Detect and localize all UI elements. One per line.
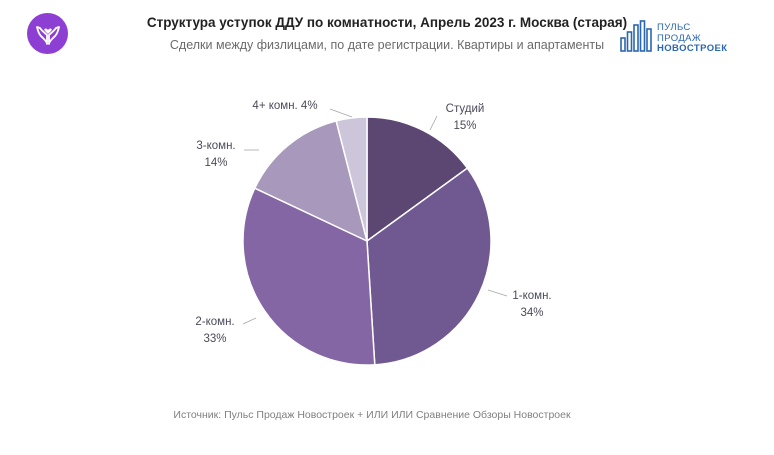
slice-category-2: 1-комн.: [512, 290, 551, 302]
leader-line-2: [487, 289, 508, 297]
logo-badge: [27, 13, 68, 54]
slice-value-1: 15%: [453, 120, 476, 132]
pie-slice-2: [366, 167, 492, 366]
chart-title: Структура уступок ДДУ по комнатности, Ап…: [146, 15, 628, 30]
hands-icon: [35, 25, 60, 45]
brand-line-2: ПРОДАЖ: [657, 32, 702, 44]
pie-slice-3: [242, 187, 376, 366]
pie-slice-4: [253, 119, 369, 243]
leader-line-1: [429, 115, 438, 131]
brand-logo: ПУЛЬС ПРОДАЖ НОВОСТРОЕК: [620, 20, 760, 54]
slice-value-4: 14%: [204, 157, 227, 169]
slice-category-3: 2-комн.: [195, 316, 234, 328]
pie-slice-5: [335, 116, 368, 242]
brand-line-3: НОВОСТРОЕК: [657, 43, 728, 54]
pie-slice-1: [366, 116, 469, 243]
slice-value-3: 33%: [203, 333, 226, 345]
source-note: Источник: Пульс Продаж Новостроек + ИЛИ …: [173, 409, 571, 421]
leader-line-5: [329, 108, 353, 118]
slice-label-5: 4+ комн. 4%: [252, 100, 317, 112]
chart-subtitle: Сделки между физлицами, по дате регистра…: [169, 38, 605, 52]
leader-line-3: [242, 317, 257, 325]
slice-value-2: 34%: [520, 307, 543, 319]
city-bars-icon: [620, 20, 652, 52]
brand-name: ПУЛЬС ПРОДАЖ НОВОСТРОЕК: [657, 22, 728, 55]
slice-category-4: 3-комн.: [196, 140, 235, 152]
slice-category-1: Студий: [446, 103, 485, 115]
brand-line-1: ПУЛЬС: [657, 22, 691, 33]
